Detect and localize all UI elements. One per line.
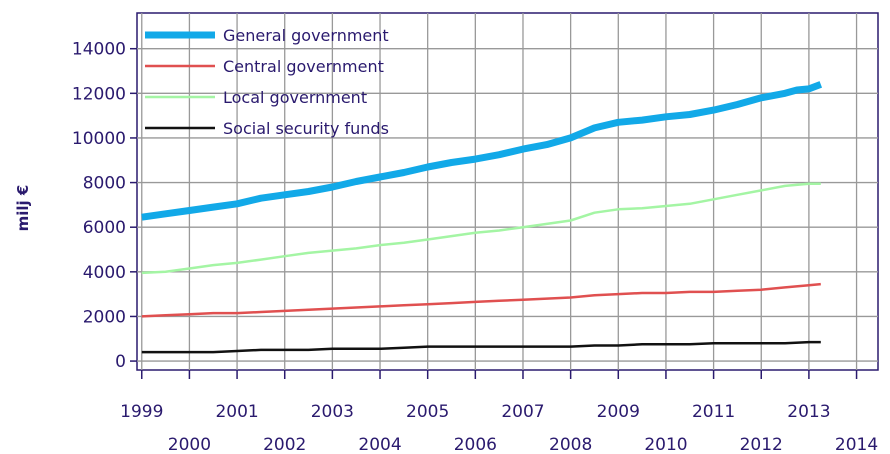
series-line xyxy=(141,340,821,354)
x-tick-label: 2000 xyxy=(168,435,211,454)
x-tick-label: 2005 xyxy=(406,402,449,422)
y-tick-label: 12000 xyxy=(72,84,126,104)
y-tick-label: 10000 xyxy=(72,129,126,149)
series-layer xyxy=(141,81,823,354)
y-tick-label: 8000 xyxy=(83,174,126,194)
series-line xyxy=(141,282,821,318)
x-tick-label: 2009 xyxy=(597,402,640,422)
legend-label: General government xyxy=(223,26,389,45)
y-tick-label: 2000 xyxy=(83,307,126,327)
y-tick-label: 14000 xyxy=(72,40,126,60)
y-tick-label: 0 xyxy=(115,352,126,372)
legend-label: Local government xyxy=(223,88,367,107)
y-tick-label: 6000 xyxy=(83,218,126,238)
legend: General government Central government Loca… xyxy=(145,26,389,138)
x-tick-label: 2003 xyxy=(311,402,354,422)
legend-label: Social security funds xyxy=(223,119,389,138)
x-tick-label: 2010 xyxy=(644,435,687,454)
x-tick-label: 2007 xyxy=(501,402,544,422)
y-axis: 0 2000 4000 6000 8000 10000 12000 14000 xyxy=(72,40,137,372)
y-axis-title: milj € xyxy=(14,185,32,232)
x-tick-label: 2012 xyxy=(740,435,783,454)
series-line xyxy=(141,81,823,221)
x-tick-label: 2001 xyxy=(215,402,258,422)
y-tick-label: 4000 xyxy=(83,263,126,283)
series-line xyxy=(141,182,821,275)
x-tick-label: 2006 xyxy=(454,435,497,454)
legend-label: Central government xyxy=(223,57,384,76)
gridlines xyxy=(137,13,878,370)
x-tick-label: 2008 xyxy=(549,435,592,454)
x-tick-label: 2013 xyxy=(787,402,830,422)
x-tick-label: 2004 xyxy=(358,435,401,454)
x-tick-label: 2014 xyxy=(835,435,878,454)
x-tick-label: 1999 xyxy=(120,402,163,422)
x-tick-label: 2002 xyxy=(263,435,306,454)
x-tick-label: 2011 xyxy=(692,402,735,422)
